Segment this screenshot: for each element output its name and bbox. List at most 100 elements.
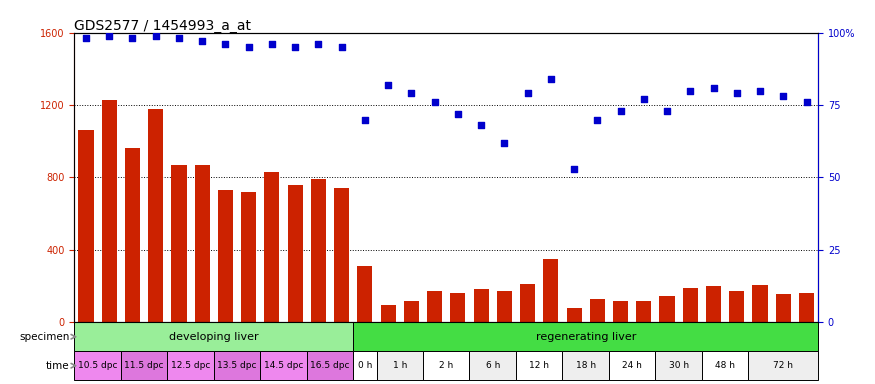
Text: 0 h: 0 h xyxy=(358,361,372,370)
Bar xyxy=(354,322,818,351)
Point xyxy=(753,88,767,94)
Point xyxy=(312,41,326,47)
Point xyxy=(149,33,163,39)
Bar xyxy=(655,351,702,380)
Point xyxy=(172,35,186,41)
Point xyxy=(382,82,396,88)
Bar xyxy=(752,285,767,322)
Point xyxy=(195,38,209,45)
Point xyxy=(544,76,558,82)
Bar xyxy=(566,308,582,322)
Bar xyxy=(264,172,279,322)
Bar xyxy=(543,259,558,322)
Text: 11.5 dpc: 11.5 dpc xyxy=(124,361,164,370)
Bar xyxy=(148,109,164,322)
Point xyxy=(242,44,256,50)
Point xyxy=(79,35,93,41)
Bar xyxy=(79,131,94,322)
Point xyxy=(567,166,581,172)
Point xyxy=(265,41,279,47)
Bar xyxy=(381,305,396,322)
Bar xyxy=(473,289,488,322)
Text: 10.5 dpc: 10.5 dpc xyxy=(78,361,117,370)
Bar xyxy=(242,192,256,322)
Point xyxy=(706,84,720,91)
Point xyxy=(776,93,790,99)
Point xyxy=(428,99,442,105)
Bar xyxy=(706,286,721,322)
Text: 16.5 dpc: 16.5 dpc xyxy=(311,361,350,370)
Bar xyxy=(682,288,698,322)
Bar xyxy=(121,351,167,380)
Point xyxy=(613,108,627,114)
Text: 2 h: 2 h xyxy=(439,361,453,370)
Bar xyxy=(563,351,609,380)
Text: 18 h: 18 h xyxy=(576,361,596,370)
Point xyxy=(334,44,348,50)
Text: 12.5 dpc: 12.5 dpc xyxy=(171,361,210,370)
Bar xyxy=(172,165,186,322)
Bar xyxy=(261,351,307,380)
Bar xyxy=(214,351,261,380)
Bar xyxy=(376,351,423,380)
Bar xyxy=(125,149,140,322)
Bar xyxy=(748,351,818,380)
Bar xyxy=(451,293,466,322)
Point xyxy=(521,90,535,96)
Bar xyxy=(702,351,748,380)
Point xyxy=(591,116,605,122)
Bar xyxy=(497,291,512,322)
Bar xyxy=(729,291,745,322)
Text: GDS2577 / 1454993_a_at: GDS2577 / 1454993_a_at xyxy=(74,19,251,33)
Bar xyxy=(423,351,470,380)
Text: developing liver: developing liver xyxy=(169,332,259,342)
Text: time: time xyxy=(46,361,70,371)
Text: 12 h: 12 h xyxy=(529,361,550,370)
Text: 48 h: 48 h xyxy=(715,361,735,370)
Bar xyxy=(590,299,605,322)
Bar xyxy=(609,351,655,380)
Bar xyxy=(74,322,354,351)
Bar xyxy=(354,351,376,380)
Bar xyxy=(660,296,675,322)
Bar xyxy=(520,284,536,322)
Bar xyxy=(636,301,651,322)
Point xyxy=(288,44,302,50)
Bar xyxy=(404,301,419,322)
Point xyxy=(125,35,139,41)
Text: specimen: specimen xyxy=(19,332,70,342)
Text: 6 h: 6 h xyxy=(486,361,500,370)
Point xyxy=(637,96,651,102)
Bar xyxy=(613,301,628,322)
Bar xyxy=(288,185,303,322)
Bar xyxy=(167,351,214,380)
Point xyxy=(219,41,233,47)
Bar xyxy=(311,179,326,322)
Point xyxy=(358,116,372,122)
Text: 72 h: 72 h xyxy=(774,361,794,370)
Point xyxy=(451,111,465,117)
Point xyxy=(683,88,697,94)
Point xyxy=(474,122,488,128)
Point xyxy=(102,33,116,39)
Bar xyxy=(307,351,354,380)
Bar xyxy=(799,293,814,322)
Point xyxy=(730,90,744,96)
Bar xyxy=(74,351,121,380)
Bar xyxy=(470,351,516,380)
Bar xyxy=(516,351,563,380)
Text: 24 h: 24 h xyxy=(622,361,642,370)
Bar xyxy=(102,99,116,322)
Text: 13.5 dpc: 13.5 dpc xyxy=(217,361,257,370)
Text: 14.5 dpc: 14.5 dpc xyxy=(264,361,304,370)
Point xyxy=(497,140,511,146)
Text: regenerating liver: regenerating liver xyxy=(536,332,636,342)
Point xyxy=(660,108,674,114)
Bar xyxy=(218,190,233,322)
Bar xyxy=(194,165,210,322)
Bar xyxy=(776,294,791,322)
Bar xyxy=(357,266,373,322)
Point xyxy=(404,90,418,96)
Bar xyxy=(427,291,442,322)
Point xyxy=(800,99,814,105)
